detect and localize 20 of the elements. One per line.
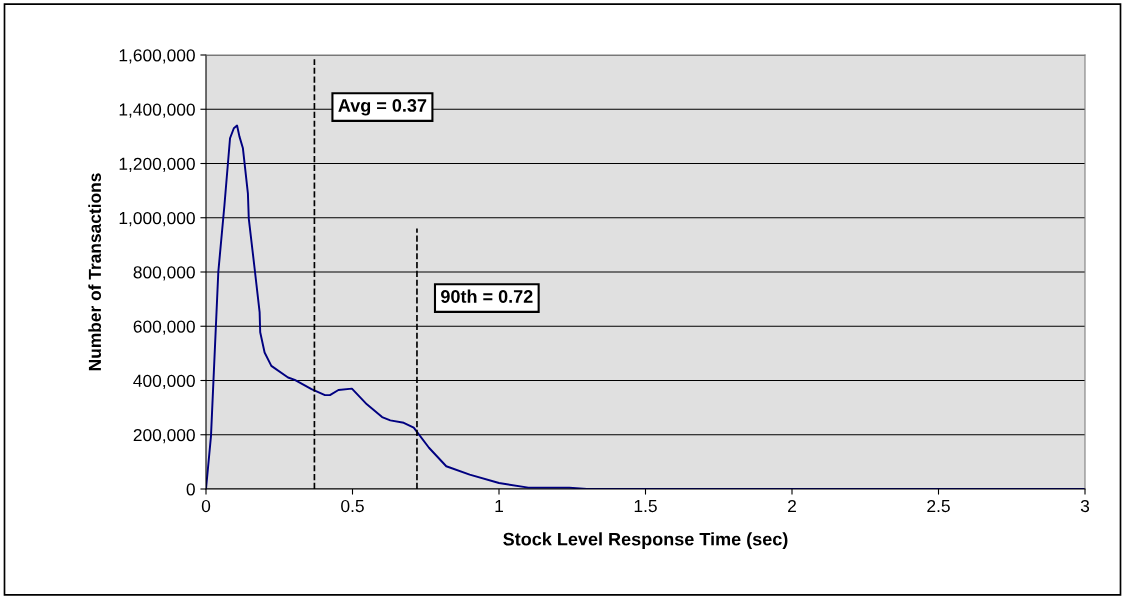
y-axis-title: Number of Transactions: [88, 173, 102, 371]
y-tick-label: 800,000: [133, 266, 195, 281]
x-tick-label: 0: [201, 499, 211, 513]
y-tick-label: 0: [186, 483, 195, 496]
y-tick-label: 200,000: [133, 428, 195, 444]
y-tick-label: 600,000: [133, 320, 195, 335]
x-tick-label: 1: [495, 500, 503, 512]
x-tick-label: 3: [1080, 499, 1090, 513]
ref-line-label: Avg = 0.37: [338, 99, 427, 116]
y-tick-label: 1,200,000: [119, 157, 195, 173]
x-tick-label: 0.5: [341, 499, 364, 513]
ref-line-label: 90th = 0.72: [441, 289, 533, 303]
y-tick-label: 400,000: [133, 374, 195, 390]
x-tick-label: 2: [788, 499, 796, 512]
y-tick-label: 1,400,000: [119, 103, 195, 118]
y-tick-label: 1,000,000: [119, 211, 195, 227]
y-tick-label: 1,600,000: [119, 49, 195, 64]
x-axis-title: Stock Level Response Time (sec): [503, 532, 788, 550]
x-tick-label: 2.5: [927, 499, 950, 513]
x-tick-label: 1.5: [634, 500, 657, 513]
